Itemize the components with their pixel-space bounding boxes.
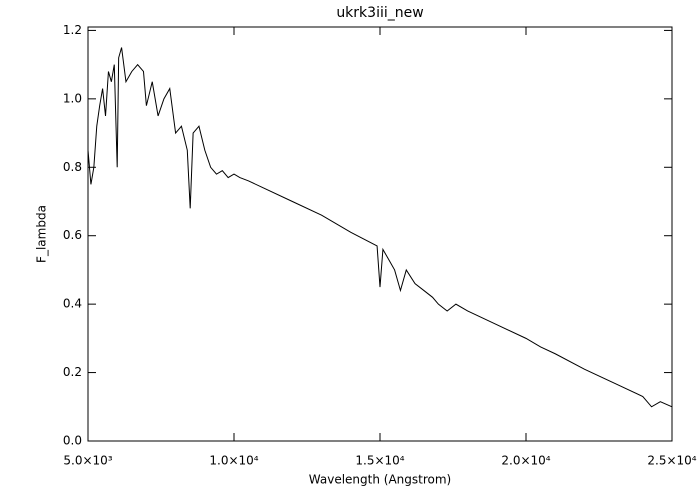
y-tick-label: 0.4 [63, 297, 82, 311]
x-tick-label: 2.5×10⁴ [647, 454, 696, 468]
y-tick-label: 0.8 [63, 160, 82, 174]
y-tick-label: 0.0 [63, 434, 82, 448]
y-tick-label: 0.6 [63, 228, 82, 242]
x-tick-label: 5.0×10³ [63, 454, 112, 468]
plot-frame [87, 26, 673, 442]
spectrum-line [87, 47, 673, 408]
x-axis-label: Wavelength (Angstrom) [309, 473, 451, 487]
chart-title: ukrk3iii_new [336, 5, 423, 21]
y-tick-label: 0.2 [63, 365, 82, 379]
y-axis-label: F_lambda [35, 205, 49, 263]
x-tick-label: 2.0×10⁴ [501, 454, 550, 468]
x-tick-label: 1.0×10⁴ [209, 454, 258, 468]
y-tick-label: 1.2 [63, 23, 82, 37]
y-tick-label: 1.0 [63, 91, 82, 105]
x-tick-label: 1.5×10⁴ [355, 454, 404, 468]
